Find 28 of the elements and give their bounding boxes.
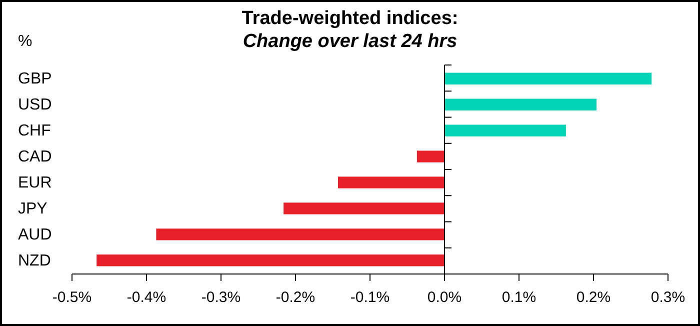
y-tick-label: USD <box>18 96 52 114</box>
x-tick-label: -0.4% <box>126 289 166 306</box>
bar <box>444 124 566 136</box>
chart-subtitle: Change over last 24 hrs <box>242 31 458 52</box>
y-tick-label: EUR <box>18 174 52 192</box>
y-tick-label: GBP <box>18 70 52 88</box>
y-tick-label: CAD <box>18 148 52 166</box>
y-tick-label: AUD <box>18 226 52 244</box>
x-tick-label: 0.1% <box>502 289 536 306</box>
y-axis-title: % <box>18 33 32 50</box>
x-tick-label: 0.3% <box>650 289 686 306</box>
bar <box>444 98 596 110</box>
x-tick-label: 0.2% <box>576 289 611 306</box>
x-tick-label: -0.2% <box>276 289 316 306</box>
bar <box>96 254 444 266</box>
x-tick-label: 0.0% <box>427 289 462 306</box>
bar <box>444 72 652 84</box>
y-tick-label: JPY <box>18 200 48 218</box>
bar <box>156 228 444 240</box>
y-tick-label: CHF <box>18 122 52 140</box>
x-tick-label: -0.3% <box>201 289 241 306</box>
x-tick-label: -0.5% <box>52 289 92 306</box>
y-tick-label: NZD <box>18 252 51 270</box>
bar <box>284 202 444 214</box>
bar <box>338 176 444 188</box>
chart-title: Trade-weighted indices: <box>242 8 458 29</box>
x-tick-label: -0.1% <box>350 289 390 306</box>
bar <box>416 150 444 162</box>
